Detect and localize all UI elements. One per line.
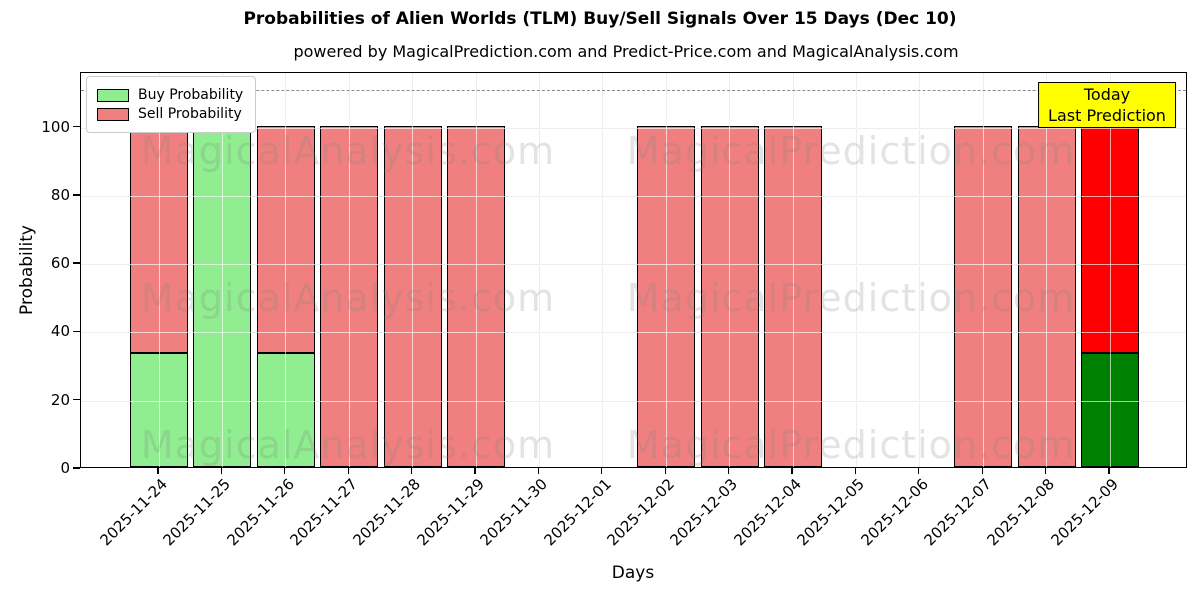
- x-tick-label-text: 2025-12-08: [983, 475, 1059, 550]
- x-tick-mark: [791, 468, 793, 474]
- v-gridline: [729, 73, 731, 467]
- today-annotation-line2: Last Prediction: [1048, 106, 1166, 125]
- v-gridline: [475, 73, 477, 467]
- v-gridline: [538, 73, 540, 467]
- y-tick-label: 20: [50, 390, 70, 409]
- x-tick-label-text: 2025-12-04: [730, 475, 805, 550]
- x-tick-label-text: 2025-12-03: [666, 475, 742, 550]
- x-tick-mark: [1108, 468, 1110, 474]
- watermark-text: MagicalAnalysis.com: [140, 276, 556, 320]
- today-annotation: Today Last Prediction: [1038, 82, 1176, 128]
- x-tick-label-text: 2025-12-09: [1047, 475, 1122, 550]
- h-gridline: [81, 264, 1186, 266]
- today-annotation-line1: Today: [1083, 85, 1131, 104]
- chart-subtitle: powered by MagicalPrediction.com and Pre…: [293, 42, 959, 61]
- x-tick-label-text: 2025-11-24: [96, 475, 171, 550]
- y-tick-label: 80: [50, 185, 70, 204]
- legend: Buy Probability Sell Probability: [86, 76, 257, 133]
- x-tick-mark: [727, 468, 730, 474]
- v-gridline: [982, 73, 984, 467]
- y-tick-label: 0: [60, 459, 70, 477]
- x-tick-mark: [918, 468, 920, 474]
- x-tick-label-text: 2025-11-30: [476, 475, 552, 550]
- v-gridline: [665, 73, 667, 467]
- watermark-text: MagicalPrediction.com: [626, 423, 1076, 467]
- h-gridline: [81, 332, 1186, 334]
- v-gridline: [412, 73, 414, 467]
- v-gridline: [221, 73, 223, 467]
- x-tick-label-text: 2025-12-05: [793, 475, 869, 550]
- x-tick-mark: [854, 468, 857, 474]
- x-tick-label-text: 2025-11-27: [286, 475, 361, 550]
- sell-swatch-icon: [97, 107, 129, 121]
- y-tick-mark: [73, 262, 80, 264]
- x-tick-mark: [220, 468, 223, 474]
- watermark-text: MagicalPrediction.com: [626, 276, 1076, 320]
- watermark-text: MagicalPrediction.com: [626, 129, 1076, 173]
- x-tick-mark: [347, 468, 349, 474]
- v-gridline: [285, 73, 287, 467]
- legend-label-buy: Buy Probability: [138, 87, 244, 103]
- x-tick-mark: [537, 468, 540, 474]
- x-tick-mark: [1044, 468, 1047, 474]
- watermark-text: MagicalAnalysis.com: [140, 423, 556, 467]
- v-gridline: [855, 73, 857, 467]
- y-tick-mark: [73, 194, 80, 196]
- v-gridline: [602, 73, 604, 467]
- x-tick-mark: [474, 468, 476, 474]
- legend-label-sell: Sell Probability: [138, 106, 242, 122]
- buy-swatch-icon: [97, 88, 129, 102]
- h-gridline: [81, 127, 1186, 129]
- y-tick-label: 60: [50, 254, 70, 273]
- v-gridline: [158, 73, 160, 467]
- y-tick-mark: [73, 125, 80, 128]
- v-gridline: [919, 73, 921, 467]
- x-tick-label-text: 2025-12-02: [603, 475, 678, 550]
- legend-item-sell: Sell Probability: [97, 106, 243, 122]
- y-tick-label: 100: [41, 117, 70, 136]
- x-tick-label-text: 2025-12-07: [920, 475, 995, 550]
- v-gridline: [792, 73, 794, 467]
- x-tick-mark: [284, 468, 286, 474]
- y-tick-label: 40: [50, 322, 70, 341]
- x-tick-label-text: 2025-11-25: [159, 475, 235, 550]
- v-gridline: [1109, 73, 1111, 467]
- plot-area: Buy Probability Sell Probability Today L…: [80, 72, 1187, 468]
- legend-item-buy: Buy Probability: [97, 87, 243, 103]
- x-tick-mark: [664, 468, 666, 474]
- y-tick-mark: [73, 399, 80, 401]
- v-gridline: [1046, 73, 1048, 467]
- h-gridline: [81, 400, 1186, 402]
- x-tick-label-text: 2025-12-01: [540, 475, 615, 550]
- y-tick-mark: [73, 330, 80, 333]
- x-tick-label-text: 2025-11-29: [413, 475, 488, 550]
- x-tick-mark: [981, 468, 983, 474]
- h-gridline: [81, 195, 1186, 197]
- x-axis-label: Days: [611, 563, 655, 583]
- dashed-threshold-line: [81, 90, 1186, 92]
- x-tick-mark: [410, 468, 413, 474]
- x-tick-label-text: 2025-12-06: [857, 475, 932, 550]
- x-tick-mark: [157, 468, 159, 474]
- v-gridline: [348, 73, 350, 467]
- x-tick-label-text: 2025-11-28: [349, 475, 425, 550]
- x-tick-mark: [601, 468, 603, 474]
- watermark-text: MagicalAnalysis.com: [140, 129, 556, 173]
- chart-title: Probabilities of Alien Worlds (TLM) Buy/…: [243, 9, 957, 29]
- y-tick-mark: [73, 467, 80, 469]
- x-tick-label-text: 2025-11-26: [223, 475, 298, 550]
